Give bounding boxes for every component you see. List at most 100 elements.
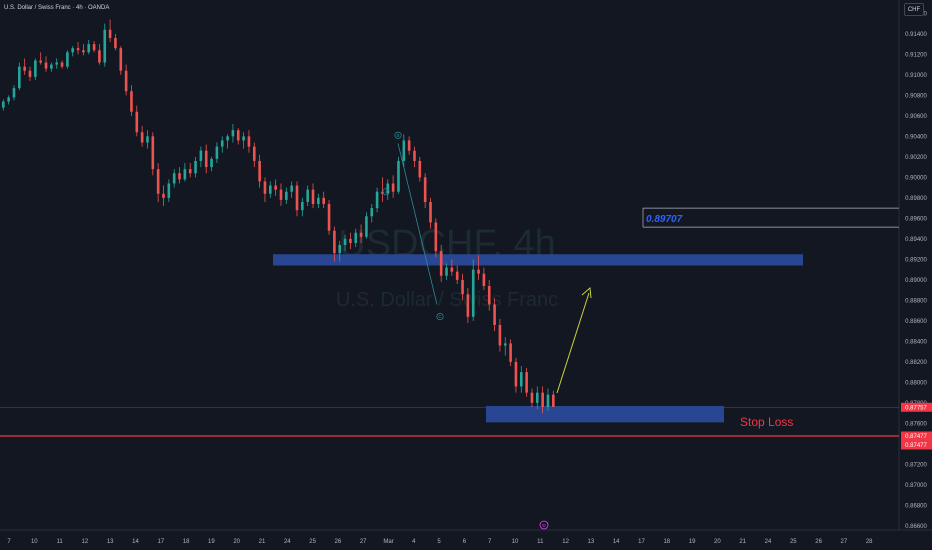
candle-body[interactable]	[386, 183, 390, 194]
candle-body[interactable]	[290, 185, 293, 192]
candle-body[interactable]	[18, 66, 21, 89]
candle-body[interactable]	[519, 372, 523, 387]
candle-body[interactable]	[317, 197, 320, 205]
candle-body[interactable]	[162, 193, 165, 198]
candle-body[interactable]	[343, 238, 347, 246]
candle-body[interactable]	[536, 392, 539, 403]
candle-body[interactable]	[370, 208, 374, 217]
candle-body[interactable]	[487, 286, 491, 305]
candle-body[interactable]	[204, 150, 208, 168]
candle-body[interactable]	[530, 392, 534, 403]
candle-body[interactable]	[258, 160, 261, 182]
candle-body[interactable]	[306, 189, 309, 202]
candle-body[interactable]	[338, 245, 342, 254]
candle-body[interactable]	[1, 101, 5, 108]
candle-body[interactable]	[231, 130, 235, 137]
candle-body[interactable]	[236, 130, 240, 141]
candle-body[interactable]	[407, 140, 411, 151]
candle-body[interactable]	[44, 62, 48, 69]
candle-body[interactable]	[327, 204, 331, 231]
candle-body[interactable]	[50, 64, 53, 69]
candle-body[interactable]	[423, 177, 427, 202]
candle-body[interactable]	[274, 185, 277, 190]
candle-body[interactable]	[349, 238, 352, 243]
candle-body[interactable]	[429, 201, 432, 223]
candle-body[interactable]	[493, 304, 496, 325]
candle-body[interactable]	[242, 136, 245, 141]
candle-body[interactable]	[285, 191, 288, 200]
resistance-zone[interactable]	[273, 254, 803, 266]
candle-body[interactable]	[461, 279, 464, 295]
candle-body[interactable]	[130, 91, 133, 112]
candle-body[interactable]	[220, 140, 224, 147]
candle-body[interactable]	[156, 169, 160, 194]
candle-body[interactable]	[252, 146, 256, 161]
candle-body[interactable]	[552, 394, 555, 407]
candle-body[interactable]	[124, 70, 128, 92]
candle-body[interactable]	[301, 201, 304, 211]
candle-body[interactable]	[509, 343, 512, 362]
candle-body[interactable]	[167, 183, 171, 198]
candle-body[interactable]	[108, 29, 112, 38]
candle-body[interactable]	[199, 150, 203, 161]
candle-body[interactable]	[402, 140, 406, 161]
candle-body[interactable]	[455, 271, 459, 280]
candle-body[interactable]	[365, 216, 368, 237]
candle-body[interactable]	[311, 189, 315, 205]
candle-body[interactable]	[103, 29, 107, 63]
candle-body[interactable]	[172, 173, 176, 184]
candle-body[interactable]	[525, 372, 528, 393]
candle-body[interactable]	[503, 343, 507, 346]
candle-body[interactable]	[434, 222, 438, 252]
candle-body[interactable]	[12, 88, 16, 98]
candlestick-series[interactable]	[1, 19, 555, 414]
candle-body[interactable]	[439, 251, 443, 276]
candle-body[interactable]	[60, 62, 64, 67]
candle-body[interactable]	[87, 44, 91, 53]
support-zone[interactable]	[486, 405, 724, 423]
candle-body[interactable]	[397, 160, 400, 192]
symbol-title[interactable]: U.S. Dollar / Swiss Franc · 4h · OANDA	[4, 5, 110, 11]
candle-body[interactable]	[354, 232, 358, 243]
candle-body[interactable]	[418, 160, 422, 178]
candle-body[interactable]	[413, 150, 416, 161]
candle-body[interactable]	[23, 66, 26, 71]
time-axis[interactable]: 7 10 11 12 13 14 17 18 19 20 21 24 25 26 27 Mar 4 5 6 7 10 11…	[7, 539, 873, 545]
candle-body[interactable]	[92, 44, 96, 51]
candle-body[interactable]	[477, 269, 480, 274]
candle-body[interactable]	[445, 267, 448, 276]
candle-body[interactable]	[183, 169, 187, 180]
candle-body[interactable]	[226, 136, 229, 141]
candle-body[interactable]	[514, 361, 518, 387]
candle-body[interactable]	[119, 48, 123, 71]
candle-body[interactable]	[466, 294, 470, 317]
candle-body[interactable]	[359, 232, 363, 237]
candle-body[interactable]	[263, 181, 267, 194]
candle-body[interactable]	[381, 191, 384, 194]
candle-body[interactable]	[450, 267, 454, 272]
candle-body[interactable]	[279, 189, 283, 200]
candle-body[interactable]	[71, 48, 75, 53]
currency-button[interactable]: CHF	[904, 3, 924, 16]
candle-body[interactable]	[482, 273, 486, 287]
candle-body[interactable]	[375, 191, 379, 209]
candle-body[interactable]	[210, 158, 213, 168]
candle-body[interactable]	[194, 160, 197, 174]
candle-body[interactable]	[140, 132, 144, 143]
projection-arrow[interactable]	[556, 286, 592, 394]
candle-body[interactable]	[55, 62, 58, 65]
candle-body[interactable]	[322, 197, 325, 205]
candle-body[interactable]	[541, 392, 544, 407]
candle-body[interactable]	[295, 185, 299, 211]
candle-body[interactable]	[391, 183, 395, 192]
candle-body[interactable]	[471, 269, 475, 317]
wave-line[interactable]	[397, 143, 438, 305]
candle-body[interactable]	[39, 60, 42, 63]
event-marker-icon[interactable]: D	[539, 520, 549, 530]
candle-body[interactable]	[151, 136, 155, 170]
candle-body[interactable]	[82, 50, 85, 53]
candle-body[interactable]	[146, 136, 149, 143]
candle-body[interactable]	[178, 173, 181, 180]
candle-body[interactable]	[188, 169, 192, 174]
